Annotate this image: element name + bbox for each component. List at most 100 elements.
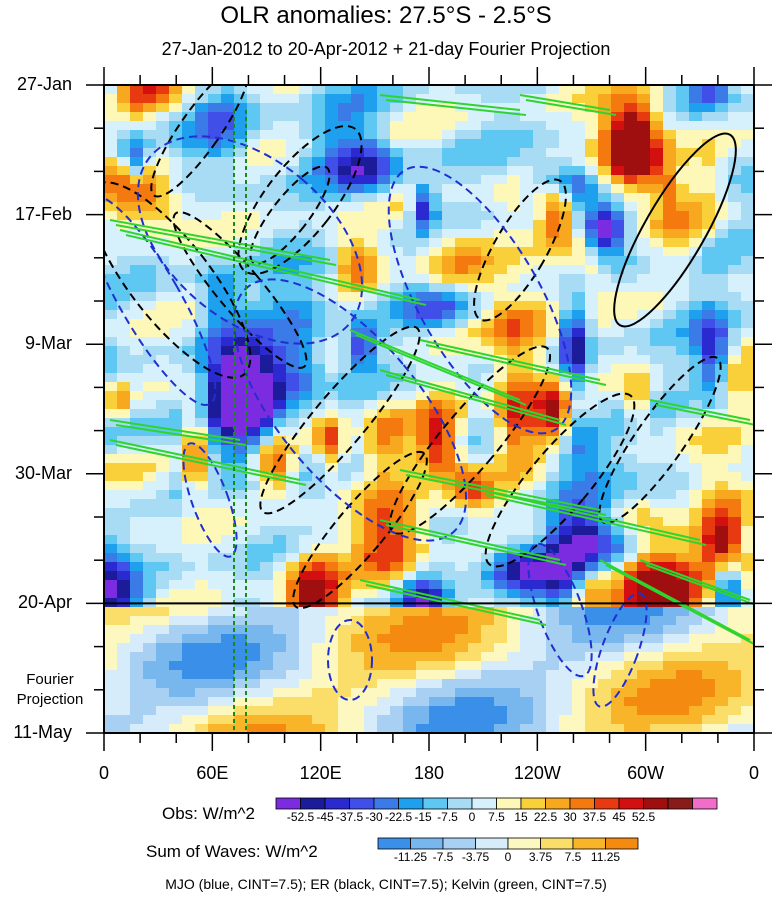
kelvin-contour bbox=[655, 404, 754, 426]
obs-cell bbox=[364, 508, 378, 518]
obs-cell bbox=[247, 472, 261, 482]
obs-cell bbox=[182, 463, 196, 473]
projection-cell bbox=[741, 679, 754, 689]
obs-cell bbox=[156, 382, 170, 392]
obs-cell bbox=[286, 247, 300, 257]
obs-cell bbox=[429, 571, 443, 581]
projection-cell bbox=[481, 697, 495, 707]
obs-cell bbox=[455, 139, 469, 149]
obs-cell bbox=[611, 364, 625, 374]
obs-cell bbox=[195, 490, 209, 500]
obs-cell bbox=[416, 580, 430, 590]
obs-cell bbox=[286, 508, 300, 518]
projection-cell bbox=[715, 607, 729, 617]
obs-cell bbox=[650, 166, 664, 176]
obs-cell bbox=[156, 562, 170, 572]
obs-cell bbox=[494, 157, 508, 167]
obs-cell bbox=[221, 508, 235, 518]
projection-cell bbox=[663, 724, 677, 733]
projection-cell bbox=[715, 643, 729, 653]
projection-cell bbox=[585, 616, 599, 626]
obs-cell bbox=[182, 337, 196, 347]
obs-cell bbox=[195, 553, 209, 563]
obs-cell bbox=[130, 283, 144, 293]
projection-cell bbox=[572, 688, 586, 698]
projection-cell bbox=[156, 724, 170, 733]
obs-cell bbox=[117, 373, 131, 383]
projection-cell bbox=[416, 706, 430, 716]
obs-cell bbox=[403, 139, 417, 149]
projection-cell bbox=[559, 634, 573, 644]
obs-cell bbox=[377, 355, 391, 365]
obs-cell bbox=[195, 211, 209, 221]
obs-cell bbox=[325, 229, 339, 239]
obs-cell bbox=[611, 418, 625, 428]
obs-cell bbox=[247, 481, 261, 491]
obs-cell bbox=[689, 265, 703, 275]
obs-cell bbox=[572, 112, 586, 122]
obs-cell bbox=[468, 310, 482, 320]
obs-cell bbox=[416, 274, 430, 284]
obs-cell bbox=[442, 589, 456, 599]
obs-cell bbox=[442, 391, 456, 401]
projection-cell bbox=[117, 616, 131, 626]
obs-cell bbox=[247, 364, 261, 374]
projection-cell bbox=[195, 616, 209, 626]
obs-cell bbox=[338, 229, 352, 239]
projection-cell bbox=[468, 625, 482, 635]
obs-cell bbox=[572, 121, 586, 131]
obs-cell bbox=[247, 301, 261, 311]
obs-cell bbox=[312, 247, 326, 257]
kelvin-contour bbox=[639, 559, 751, 601]
obs-cell bbox=[676, 382, 690, 392]
obs-cell bbox=[650, 229, 664, 239]
projection-cell bbox=[598, 679, 612, 689]
obs-cell bbox=[598, 256, 612, 266]
obs-cell bbox=[455, 499, 469, 509]
obs-cell bbox=[442, 85, 456, 95]
obs-cell bbox=[351, 373, 365, 383]
obs-cell bbox=[208, 355, 222, 365]
projection-cell bbox=[325, 679, 339, 689]
obs-cell bbox=[494, 589, 508, 599]
obs-cell bbox=[663, 211, 677, 221]
obs-cell bbox=[195, 157, 209, 167]
obs-cell bbox=[130, 346, 144, 356]
projection-cell bbox=[585, 670, 599, 680]
obs-colorbar bbox=[275, 797, 718, 810]
obs-cell bbox=[611, 355, 625, 365]
obs-cell bbox=[286, 193, 300, 203]
obs-cell bbox=[442, 94, 456, 104]
obs-cell bbox=[637, 499, 651, 509]
obs-cell bbox=[507, 562, 521, 572]
obs-cell bbox=[143, 427, 157, 437]
projection-cell bbox=[507, 706, 521, 716]
obs-cell bbox=[585, 301, 599, 311]
obs-cell bbox=[559, 427, 573, 437]
obs-cell bbox=[325, 445, 339, 455]
obs-cell bbox=[390, 103, 404, 113]
obs-cell bbox=[572, 589, 586, 599]
obs-cell bbox=[156, 346, 170, 356]
obs-cell bbox=[689, 499, 703, 509]
obs-cell bbox=[468, 247, 482, 257]
obs-cell bbox=[195, 166, 209, 176]
obs-cell bbox=[598, 301, 612, 311]
obs-cell bbox=[182, 265, 196, 275]
obs-cell bbox=[559, 391, 573, 401]
projection-cell bbox=[104, 634, 118, 644]
obs-cell bbox=[637, 193, 651, 203]
projection-cell bbox=[312, 652, 326, 662]
obs-cell bbox=[169, 436, 183, 446]
obs-cell bbox=[273, 310, 287, 320]
obs-cell bbox=[299, 373, 313, 383]
fourier-projection-label: Fourier Projection bbox=[8, 670, 92, 710]
projection-cell bbox=[715, 715, 729, 725]
obs-cell bbox=[104, 139, 118, 149]
obs-cell bbox=[351, 517, 365, 527]
projection-cell bbox=[728, 697, 742, 707]
obs-cell bbox=[117, 562, 131, 572]
obs-cell bbox=[299, 94, 313, 104]
obs-cell bbox=[481, 166, 495, 176]
obs-cell bbox=[247, 166, 261, 176]
